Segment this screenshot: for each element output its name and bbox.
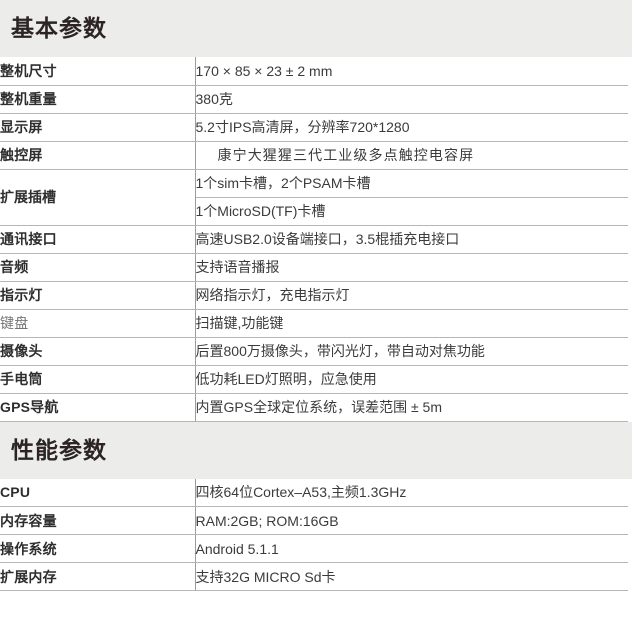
- spec-sheet: 基本参数 整机尺寸 170 × 85 × 23 ± 2 mm 整机重量 380克…: [0, 0, 632, 591]
- row-label: 键盘: [0, 309, 196, 338]
- row-label: 手电筒: [0, 365, 196, 394]
- row-value: RAM:2GB; ROM:16GB: [195, 506, 628, 535]
- row-label: CPU: [0, 478, 196, 507]
- row-value: 高速USB2.0设备端接口，3.5棍插充电接口: [195, 225, 628, 254]
- row-value: 四核64位Cortex–A53,主频1.3GHz: [195, 478, 628, 507]
- row-label: 通讯接口: [0, 225, 196, 254]
- row-value: 支持32G MICRO Sd卡: [195, 562, 628, 591]
- row-label: 内存容量: [0, 506, 196, 535]
- row-label: 摄像头: [0, 337, 196, 366]
- row-value: 康宁大猩猩三代工业级多点触控电容屏: [195, 141, 628, 170]
- row-value: 低功耗LED灯照明，应急使用: [195, 365, 628, 394]
- table-row: 指示灯 网络指示灯，充电指示灯: [0, 281, 628, 310]
- row-value: 1个MicroSD(TF)卡槽: [195, 197, 628, 226]
- row-value: 内置GPS全球定位系统，误差范围 ± 5m: [195, 393, 628, 422]
- table-row: 整机重量 380克: [0, 85, 628, 114]
- section-header-basic: 基本参数: [0, 0, 632, 57]
- row-value: 1个sim卡槽，2个PSAM卡槽: [195, 169, 628, 198]
- table-row: 显示屏 5.2寸IPS高清屏，分辨率720*1280: [0, 113, 628, 142]
- row-value: 380克: [195, 85, 628, 114]
- table-row: 操作系统 Android 5.1.1: [0, 534, 628, 563]
- row-label: 扩展插槽: [0, 169, 196, 226]
- table-row: 扩展内存 支持32G MICRO Sd卡: [0, 562, 628, 591]
- basic-params-table: 整机尺寸 170 × 85 × 23 ± 2 mm 整机重量 380克 显示屏 …: [0, 57, 628, 422]
- row-value: 扫描键,功能键: [195, 309, 628, 338]
- table-row: CPU 四核64位Cortex–A53,主频1.3GHz: [0, 478, 628, 507]
- table-row: 通讯接口 高速USB2.0设备端接口，3.5棍插充电接口: [0, 225, 628, 254]
- row-label: 整机尺寸: [0, 57, 196, 86]
- row-label: 音频: [0, 253, 196, 282]
- section-header-performance: 性能参数: [0, 421, 632, 479]
- row-value: 后置800万摄像头，带闪光灯，带自动对焦功能: [195, 337, 628, 366]
- table-row: 手电筒 低功耗LED灯照明，应急使用: [0, 365, 628, 394]
- row-label: 整机重量: [0, 85, 196, 114]
- table-row: 键盘 扫描键,功能键: [0, 309, 628, 338]
- row-value: Android 5.1.1: [195, 534, 628, 563]
- row-label: 显示屏: [0, 113, 196, 142]
- table-row: 内存容量 RAM:2GB; ROM:16GB: [0, 506, 628, 535]
- table-row: 1个MicroSD(TF)卡槽: [0, 197, 628, 226]
- section-title: 性能参数: [11, 436, 107, 463]
- row-value: 网络指示灯，充电指示灯: [195, 281, 628, 310]
- table-row: 音频 支持语音播报: [0, 253, 628, 282]
- section-title: 基本参数: [11, 15, 107, 41]
- row-label: 触控屏: [0, 141, 196, 170]
- row-label: GPS导航: [0, 393, 196, 422]
- row-value: 支持语音播报: [195, 253, 628, 282]
- performance-params-table: CPU 四核64位Cortex–A53,主频1.3GHz 内存容量 RAM:2G…: [0, 478, 628, 591]
- row-label: 指示灯: [0, 281, 196, 310]
- table-row: 触控屏 康宁大猩猩三代工业级多点触控电容屏: [0, 141, 628, 170]
- table-row: GPS导航 内置GPS全球定位系统，误差范围 ± 5m: [0, 393, 628, 422]
- row-label: 扩展内存: [0, 562, 196, 591]
- row-value: 170 × 85 × 23 ± 2 mm: [195, 57, 628, 86]
- table-row: 整机尺寸 170 × 85 × 23 ± 2 mm: [0, 57, 628, 86]
- row-label: 操作系统: [0, 534, 196, 563]
- table-row: 摄像头 后置800万摄像头，带闪光灯，带自动对焦功能: [0, 337, 628, 366]
- row-value: 5.2寸IPS高清屏，分辨率720*1280: [195, 113, 628, 142]
- table-row: 扩展插槽 1个sim卡槽，2个PSAM卡槽: [0, 169, 628, 226]
